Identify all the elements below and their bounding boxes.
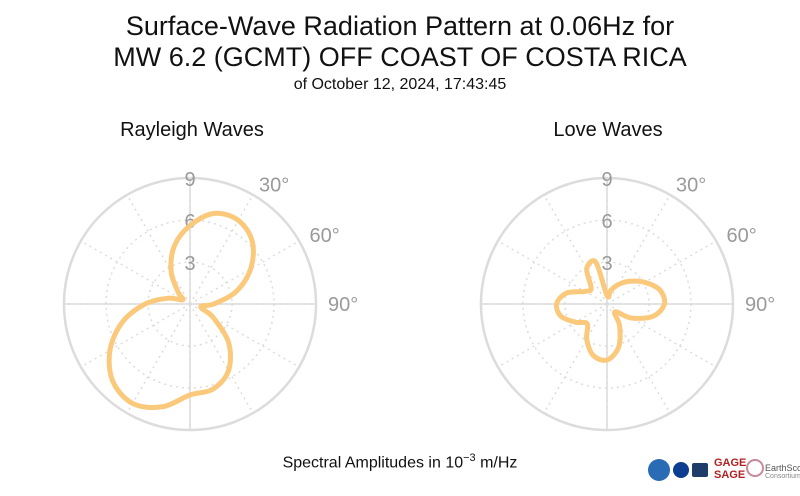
- love-spoke-240: [497, 303, 608, 368]
- units-prefix: Spectral Amplitudes in 10: [282, 454, 464, 472]
- rayleigh-spoke-60: [189, 240, 300, 305]
- love-angle-label-90: 90°: [745, 294, 775, 316]
- axis-units-label: Spectral Amplitudes in 10−3 m/Hz: [0, 452, 800, 472]
- logo-strip: GAGE SAGE EarthScope Consortium: [648, 455, 800, 487]
- love-angle-label-30: 30°: [676, 174, 706, 196]
- love-rtick-3: 3: [601, 253, 612, 275]
- rayleigh-rtick-9: 9: [184, 169, 195, 191]
- love-spoke-300: [497, 240, 608, 305]
- gage-logo-text: GAGE: [714, 457, 747, 469]
- consortium-logo-text: Consortium: [765, 473, 800, 480]
- rayleigh-radiation-curve: [106, 210, 256, 410]
- love-panel-title: Love Waves: [553, 119, 663, 141]
- earthscope-logo-icon: [746, 459, 764, 477]
- chart-title-line1: Surface-Wave Radiation Pattern at 0.06Hz…: [125, 11, 675, 41]
- rayleigh-angle-label-60: 60°: [310, 225, 340, 247]
- rayleigh-spoke-330: [126, 194, 191, 305]
- rayleigh-panel-title: Rayleigh Waves: [120, 119, 264, 141]
- rayleigh-rtick-3: 3: [184, 253, 195, 275]
- units-suffix: m/Hz: [475, 454, 518, 472]
- rayleigh-spoke-150: [189, 303, 254, 414]
- rayleigh-spoke-240: [80, 303, 191, 368]
- sage-logo-text: SAGE: [714, 469, 746, 481]
- chart-title-line2: MW 6.2 (GCMT) OFF COAST OF COSTA RICA: [113, 42, 687, 72]
- love-radiation-curve: [553, 258, 668, 363]
- love-spoke-330: [543, 194, 608, 305]
- rayleigh-angle-label-90: 90°: [328, 294, 358, 316]
- units-exponent: −3: [463, 452, 476, 464]
- love-rtick-6: 6: [601, 211, 612, 233]
- rayleigh-angle-label-30: 30°: [259, 174, 289, 196]
- love-rtick-9: 9: [601, 169, 612, 191]
- earthscope-logo-text: EarthScope: [765, 463, 800, 473]
- rayleigh-rtick-6: 6: [184, 211, 195, 233]
- usgs-logo-icon: [692, 463, 708, 477]
- love-angle-label-60: 60°: [727, 225, 757, 247]
- nasa-logo-icon: [673, 462, 689, 478]
- nsf-logo-icon: [648, 459, 670, 481]
- chart-subtitle: of October 12, 2024, 17:43:45: [293, 76, 507, 93]
